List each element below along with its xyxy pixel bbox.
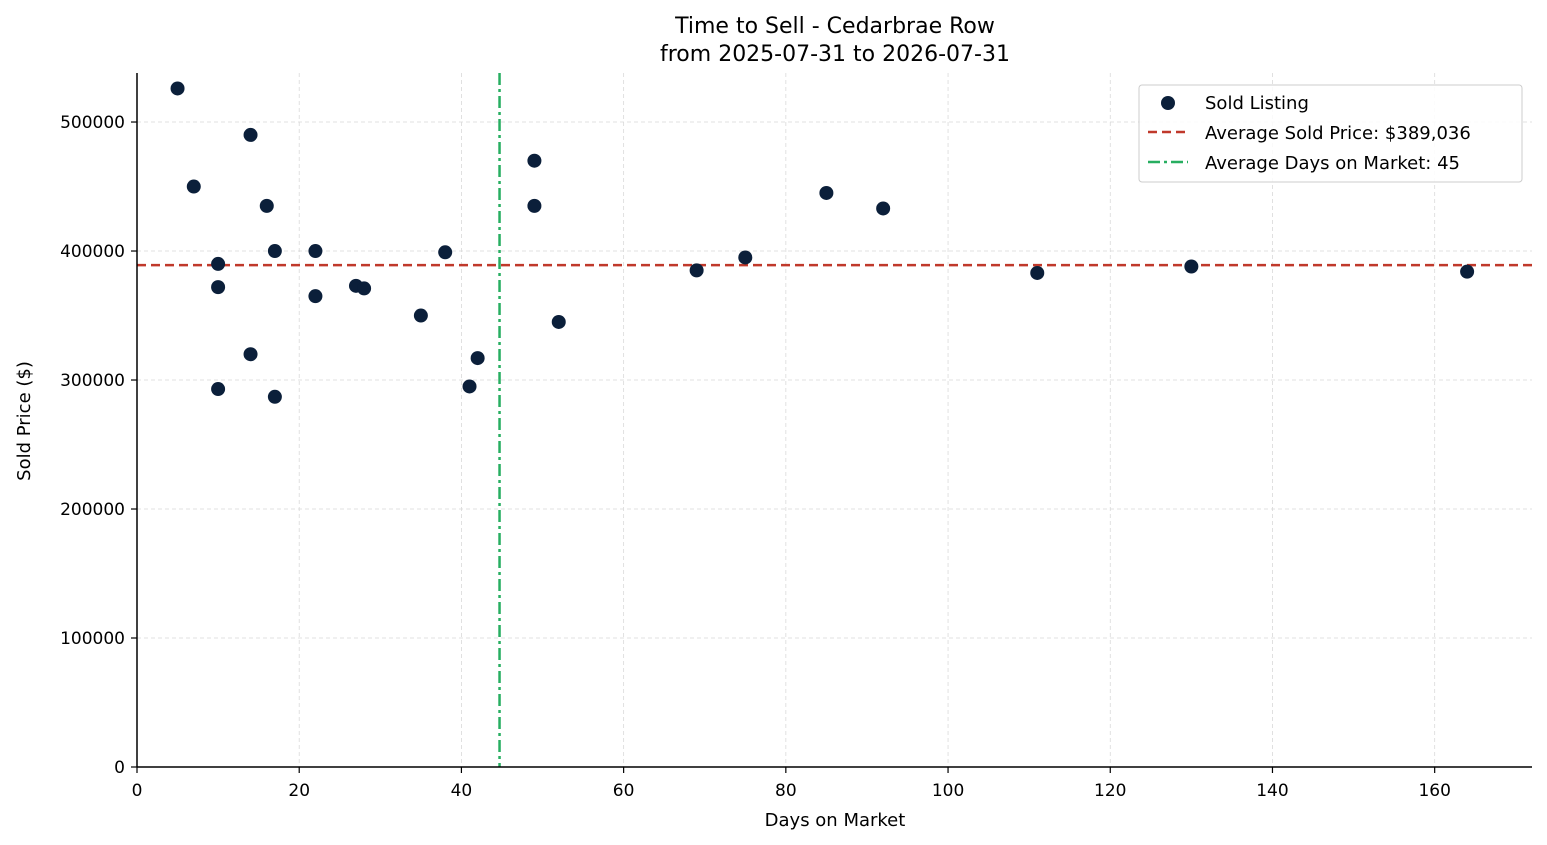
scatter-point bbox=[308, 244, 323, 259]
x-tick-label: 80 bbox=[775, 781, 797, 801]
scatter-point bbox=[551, 314, 566, 329]
x-tick-label: 160 bbox=[1418, 781, 1450, 801]
scatter-point bbox=[308, 289, 323, 304]
legend-marker-sold-listing bbox=[1161, 96, 1175, 110]
x-tick-label: 0 bbox=[132, 781, 143, 801]
scatter-point bbox=[267, 244, 282, 259]
scatter-point bbox=[357, 281, 372, 296]
x-tick-label: 100 bbox=[932, 781, 964, 801]
scatter-point bbox=[211, 256, 226, 271]
reference-lines bbox=[137, 73, 1532, 767]
scatter-point bbox=[259, 198, 274, 213]
scatter-point bbox=[438, 245, 453, 260]
scatter-point bbox=[527, 198, 542, 213]
scatter-point bbox=[413, 308, 428, 323]
y-axis-ticks: 0 100000 200000 300000 400000 500000 bbox=[60, 113, 137, 778]
chart-title: Time to Sell - Cedarbrae Row bbox=[674, 14, 995, 39]
scatter-point bbox=[738, 250, 753, 265]
x-axis-label: Days on Market bbox=[765, 810, 906, 831]
scatter-point bbox=[211, 280, 226, 295]
scatter-point bbox=[1030, 265, 1045, 280]
legend-label-sold-listing: Sold Listing bbox=[1205, 93, 1309, 114]
scatter-point bbox=[186, 179, 201, 194]
legend-label-avg-days: Average Days on Market: 45 bbox=[1205, 153, 1460, 174]
scatter-point bbox=[470, 351, 485, 366]
legend-box bbox=[1138, 84, 1523, 183]
legend-label-avg-price: Average Sold Price: $389,036 bbox=[1205, 123, 1471, 144]
y-tick-label: 500000 bbox=[60, 113, 125, 133]
scatter-point bbox=[243, 127, 258, 142]
y-tick-label: 300000 bbox=[60, 371, 125, 391]
y-tick-label: 400000 bbox=[60, 242, 125, 262]
scatter-point bbox=[1460, 264, 1475, 279]
scatter-point bbox=[1184, 259, 1199, 274]
x-tick-label: 60 bbox=[613, 781, 635, 801]
scatter-point bbox=[527, 153, 542, 168]
x-tick-label: 140 bbox=[1256, 781, 1288, 801]
scatter-point bbox=[819, 185, 834, 200]
scatter-point bbox=[170, 81, 185, 96]
y-tick-label: 100000 bbox=[60, 629, 125, 649]
x-tick-label: 40 bbox=[451, 781, 473, 801]
y-tick-label: 0 bbox=[114, 758, 125, 778]
y-axis-label: Sold Price ($) bbox=[14, 361, 35, 481]
y-tick-label: 200000 bbox=[60, 500, 125, 520]
scatter-point bbox=[462, 379, 477, 394]
x-tick-label: 120 bbox=[1094, 781, 1126, 801]
scatter-point bbox=[243, 347, 258, 362]
scatter-point bbox=[876, 201, 891, 216]
legend: Sold Listing Average Sold Price: $389,03… bbox=[1138, 84, 1523, 183]
data-points bbox=[170, 81, 1475, 404]
scatter-point bbox=[689, 263, 704, 278]
scatter-point bbox=[211, 382, 226, 397]
chart-subtitle: from 2025-07-31 to 2026-07-31 bbox=[660, 42, 1010, 67]
x-axis-ticks: 0 20 40 60 80 100 120 140 160 bbox=[132, 767, 1451, 801]
x-tick-label: 20 bbox=[288, 781, 310, 801]
scatter-point bbox=[267, 389, 282, 404]
